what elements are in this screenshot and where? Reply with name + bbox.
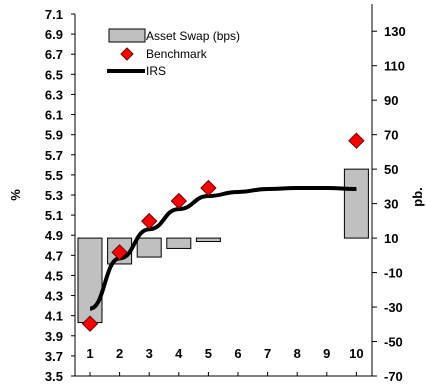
benchmark-marker [200, 179, 217, 197]
asset-swap-bar [166, 237, 192, 249]
right-axis-label: pb. [410, 187, 425, 207]
plot-frame [71, 4, 377, 377]
right-tick-label: -70 [384, 369, 403, 384]
left-tick-label: 5.9 [45, 128, 63, 143]
left-tick-label: 3.5 [45, 369, 63, 384]
left-tick-label: 6.9 [45, 27, 63, 42]
left-tick-label: 6.5 [45, 67, 63, 82]
benchmark-marker [140, 212, 158, 230]
right-tick-label: 10 [384, 231, 398, 246]
benchmark-marker [81, 315, 99, 332]
left-tick-label: 5.3 [45, 188, 63, 203]
legend-marker-swatch [120, 47, 134, 61]
left-tick-label: 5.7 [45, 148, 63, 163]
left-tick-label: 7.1 [45, 7, 63, 22]
right-tick-label: 70 [384, 128, 398, 143]
right-tick-label: -10 [384, 266, 403, 281]
right-tick-label: 50 [384, 162, 398, 177]
x-tick-label: 10 [349, 346, 363, 361]
x-tick-label: 5 [205, 346, 212, 361]
legend: Asset Swap (bps) Benchmark IRS [107, 28, 240, 78]
left-tick-label: 3.9 [45, 329, 63, 344]
tick-labels: 3.5 3.7 3.9 4.1 4.3 4.5 4.7 4.9 5.1 5.3 5.5 5.7 5.9 6… [45, 7, 406, 384]
asset-swap-bar [136, 237, 162, 258]
x-tick-label: 6 [234, 346, 241, 361]
legend-label-benchmark: Benchmark [146, 47, 208, 61]
x-tick-label: 3 [146, 346, 153, 361]
right-tick-label: -50 [384, 335, 403, 350]
legend-label-asset-swap: Asset Swap (bps) [146, 29, 240, 43]
right-tick-label: 110 [384, 59, 405, 74]
x-tick-label: 4 [175, 346, 183, 361]
benchmark-marker [170, 192, 188, 210]
x-tick-label: 8 [294, 346, 301, 361]
left-tick-label: 6.1 [45, 108, 63, 123]
left-tick-label: 6.7 [45, 47, 63, 62]
left-tick-label: 3.7 [45, 349, 63, 364]
x-tick-label: 1 [86, 346, 93, 361]
benchmark-marker [111, 244, 128, 261]
right-tick-label: -30 [384, 300, 403, 315]
x-tick-label: 7 [264, 346, 271, 361]
asset-swap-bar [343, 168, 369, 239]
left-tick-label: 4.5 [45, 268, 63, 283]
benchmark-markers [81, 132, 365, 332]
benchmark-marker [348, 132, 365, 149]
left-tick-label: 5.5 [45, 168, 63, 183]
right-tick-label: 130 [384, 24, 406, 39]
left-tick-label: 4.3 [45, 289, 63, 304]
left-tick-label: 4.7 [45, 248, 63, 263]
left-axis-label: % [8, 189, 23, 201]
left-tick-label: 4.1 [45, 309, 63, 324]
asset-swap-bar [195, 237, 221, 243]
x-tick-label: 9 [323, 346, 330, 361]
left-tick-label: 4.9 [45, 228, 63, 243]
irs-line [89, 185, 357, 311]
right-tick-label: 90 [384, 93, 398, 108]
legend-bar-swatch [108, 28, 146, 43]
legend-label-irs: IRS [146, 64, 166, 78]
irs-line-group [89, 185, 357, 311]
left-tick-label: 6.3 [45, 87, 63, 102]
left-tick-label: 5.1 [45, 208, 63, 223]
right-tick-label: 30 [384, 197, 398, 212]
x-tick-label: 2 [116, 346, 123, 361]
